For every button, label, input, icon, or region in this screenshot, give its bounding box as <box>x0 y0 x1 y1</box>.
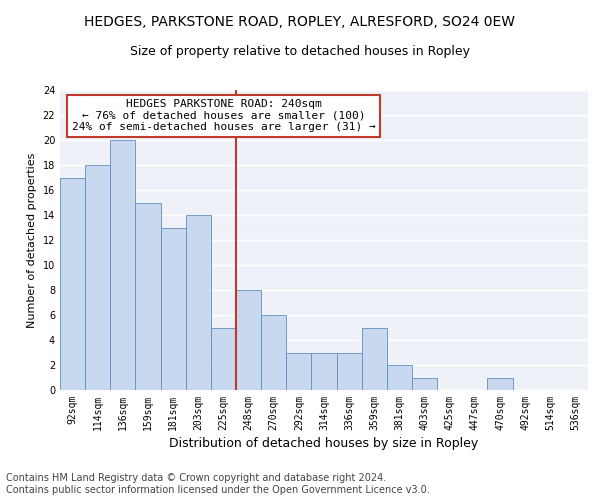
X-axis label: Distribution of detached houses by size in Ropley: Distribution of detached houses by size … <box>169 437 479 450</box>
Bar <box>236 290 261 390</box>
Bar <box>161 228 186 390</box>
Bar <box>286 352 311 390</box>
Bar <box>186 215 211 390</box>
Bar <box>110 140 136 390</box>
Bar <box>337 352 362 390</box>
Bar <box>136 202 161 390</box>
Text: HEDGES, PARKSTONE ROAD, ROPLEY, ALRESFORD, SO24 0EW: HEDGES, PARKSTONE ROAD, ROPLEY, ALRESFOR… <box>85 15 515 29</box>
Bar <box>387 365 412 390</box>
Bar <box>362 328 387 390</box>
Text: HEDGES PARKSTONE ROAD: 240sqm
← 76% of detached houses are smaller (100)
24% of : HEDGES PARKSTONE ROAD: 240sqm ← 76% of d… <box>72 99 376 132</box>
Text: Size of property relative to detached houses in Ropley: Size of property relative to detached ho… <box>130 45 470 58</box>
Bar <box>60 178 85 390</box>
Bar <box>211 328 236 390</box>
Text: Contains HM Land Registry data © Crown copyright and database right 2024.
Contai: Contains HM Land Registry data © Crown c… <box>6 474 430 495</box>
Bar <box>261 315 286 390</box>
Bar <box>487 378 512 390</box>
Bar <box>311 352 337 390</box>
Bar <box>412 378 437 390</box>
Y-axis label: Number of detached properties: Number of detached properties <box>27 152 37 328</box>
Bar <box>85 165 110 390</box>
